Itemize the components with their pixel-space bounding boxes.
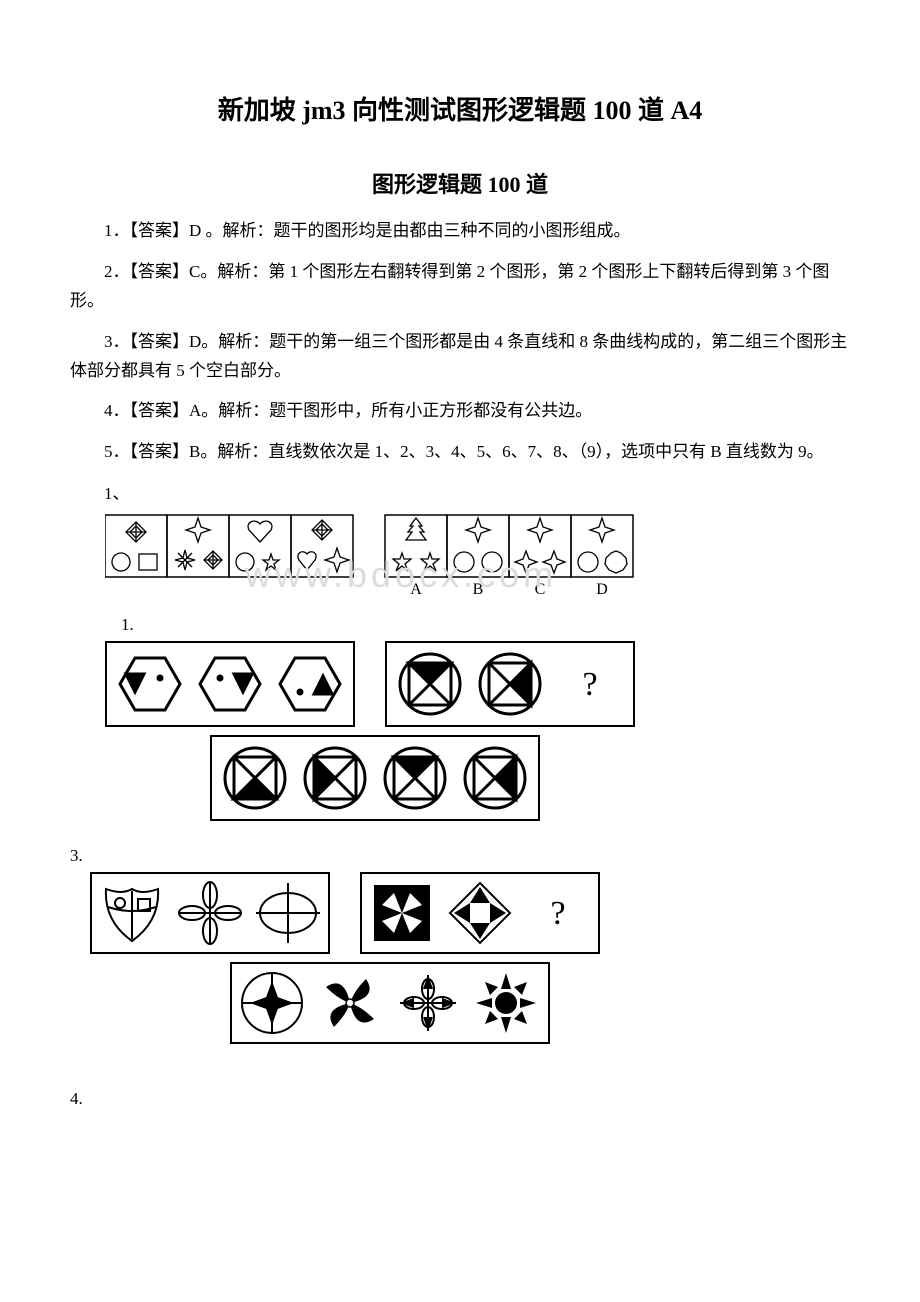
page-title: 新加坡 jm3 向性测试图形逻辑题 100 道 A4: [70, 90, 850, 127]
q3-left: [90, 872, 330, 954]
q3-options: [230, 962, 550, 1044]
page-subtitle: 图形逻辑题 100 道: [70, 167, 850, 199]
opt-b-label: B: [473, 581, 484, 598]
q1b-right: ?: [385, 641, 635, 727]
opt-c-label: C: [535, 581, 546, 598]
q1-label: 1、: [70, 479, 850, 504]
q1-figure: A B C D: [105, 510, 745, 600]
answer-5: 5．【答案】B。解析：直线数依次是 1、2、3、4、5、6、7、8、（9），选项…: [70, 438, 850, 467]
q3-label: 3.: [70, 846, 850, 866]
q1b-label: 1.: [70, 615, 850, 635]
q1b-left: [105, 641, 355, 727]
answer-3: 3．【答案】D。解析：题干的第一组三个图形都是由 4 条直线和 8 条曲线构成的…: [70, 328, 850, 386]
q4-label: 4.: [70, 1089, 850, 1109]
answer-2: 2．【答案】C。解析：第 1 个图形左右翻转得到第 2 个图形，第 2 个图形上…: [70, 258, 850, 316]
svg-text:?: ?: [550, 895, 565, 932]
answer-4: 4．【答案】A。解析：题干图形中，所有小正方形都没有公共边。: [70, 397, 850, 426]
answer-1: 1．【答案】D 。解析：题干的图形均是由都由三种不同的小图形组成。: [70, 217, 850, 246]
svg-text:?: ?: [582, 666, 597, 703]
q1b-options: [210, 735, 540, 821]
q3-right: ?: [360, 872, 600, 954]
opt-a-label: A: [410, 581, 422, 598]
opt-d-label: D: [596, 581, 608, 598]
